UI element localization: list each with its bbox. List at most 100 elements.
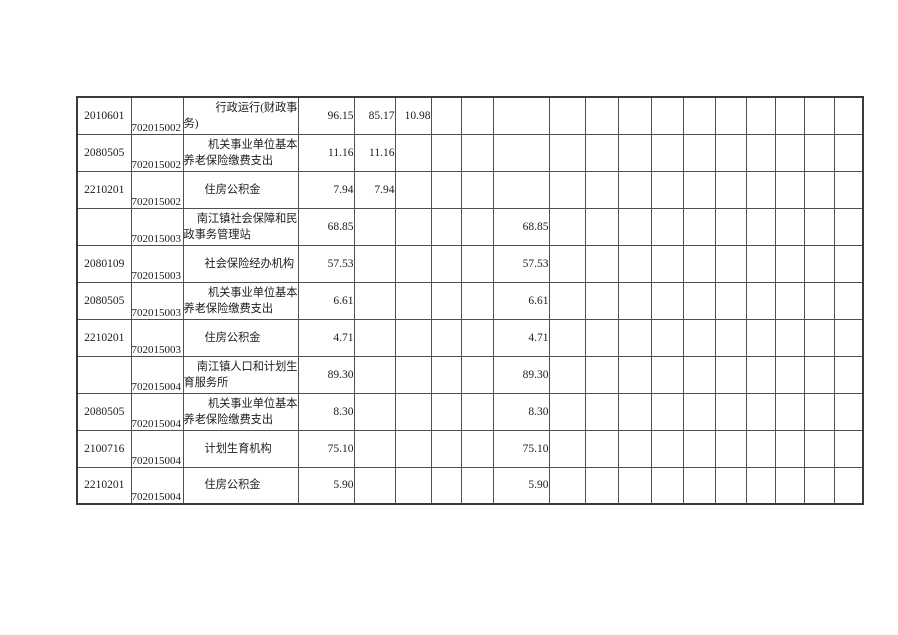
amount-cell — [682, 355, 716, 394]
amount-cell — [774, 318, 805, 357]
amount-cell — [617, 429, 652, 468]
unit-code-cell: 702015003 — [130, 318, 184, 357]
amount-cell — [617, 96, 652, 135]
amount-cell: 5.90 — [492, 466, 550, 505]
amount-cell — [803, 281, 835, 320]
unit-code-cell: 702015002 — [130, 133, 184, 172]
amount-cell — [650, 96, 684, 135]
amount-cell — [682, 96, 716, 135]
amount-cell: 96.15 — [297, 96, 355, 135]
amount-cell — [714, 392, 747, 431]
amount-cell — [745, 429, 776, 468]
item-name-line: 政事务管理站 — [183, 228, 251, 241]
amount-cell — [584, 244, 619, 283]
amount-cell — [430, 318, 462, 357]
function-code-cell — [76, 355, 132, 394]
item-name-cell: 机关事业单位基本 养老保险缴费支出 — [182, 133, 299, 172]
function-code-cell: 2100716 — [76, 429, 132, 468]
amount-cell — [492, 96, 550, 135]
function-code-cell: 2210201 — [76, 170, 132, 209]
item-name-line: 养老保险缴费支出 — [183, 154, 274, 167]
table-row: 2080505 702015002 机关事业单位基本 养老保险缴费支出 11.16… — [76, 133, 864, 172]
item-name-line: 养老保险缴费支出 — [183, 413, 274, 426]
table-row: 2080505 702015003 机关事业单位基本 养老保险缴费支出 6.61 6… — [76, 281, 864, 320]
amount-cell — [584, 96, 619, 135]
amount-cell — [492, 170, 550, 209]
amount-cell: 89.30 — [492, 355, 550, 394]
item-name-line: 社会保险经办机构 — [204, 257, 295, 270]
amount-cell — [682, 207, 716, 246]
amount-cell: 4.71 — [297, 318, 355, 357]
amount-cell: 85.17 — [353, 96, 396, 135]
amount-cell — [617, 281, 652, 320]
amount-cell: 6.61 — [492, 281, 550, 320]
amount-cell — [460, 466, 494, 505]
amount-cell — [803, 429, 835, 468]
amount-cell — [774, 170, 805, 209]
amount-cell — [774, 96, 805, 135]
amount-cell — [833, 355, 864, 394]
amount-cell — [803, 244, 835, 283]
unit-code-cell: 702015002 — [130, 170, 184, 209]
amount-cell — [460, 429, 494, 468]
amount-cell — [650, 466, 684, 505]
amount-cell — [682, 392, 716, 431]
unit-code-cell: 702015004 — [130, 429, 184, 468]
amount-cell — [460, 281, 494, 320]
table-row: 702015004 南江镇人口和计划生 育服务所 89.30 89.30 — [76, 355, 864, 394]
amount-cell — [803, 466, 835, 505]
amount-cell — [745, 96, 776, 135]
function-code-cell: 2210201 — [76, 318, 132, 357]
amount-cell — [803, 133, 835, 172]
amount-cell — [714, 207, 747, 246]
amount-cell — [394, 207, 432, 246]
amount-cell — [682, 133, 716, 172]
amount-cell — [745, 207, 776, 246]
amount-cell — [774, 392, 805, 431]
amount-cell — [833, 429, 864, 468]
amount-cell — [460, 170, 494, 209]
unit-code-cell: 702015003 — [130, 244, 184, 283]
amount-cell — [353, 244, 396, 283]
amount-cell — [353, 207, 396, 246]
amount-cell: 68.85 — [492, 207, 550, 246]
amount-cell — [833, 392, 864, 431]
amount-cell: 5.90 — [297, 466, 355, 505]
amount-cell — [774, 207, 805, 246]
amount-cell — [548, 281, 586, 320]
amount-cell — [584, 466, 619, 505]
amount-cell: 7.94 — [297, 170, 355, 209]
amount-cell — [430, 207, 462, 246]
amount-cell — [394, 133, 432, 172]
item-name-line: 计划生育机构 — [204, 442, 272, 455]
amount-cell — [682, 170, 716, 209]
amount-cell — [714, 244, 747, 283]
amount-cell — [745, 392, 776, 431]
amount-cell — [682, 429, 716, 468]
amount-cell: 10.98 — [394, 96, 432, 135]
amount-cell: 6.61 — [297, 281, 355, 320]
amount-cell — [394, 170, 432, 209]
table-row: 2080505 702015004 机关事业单位基本 养老保险缴费支出 8.30 8… — [76, 392, 864, 431]
unit-code-cell: 702015003 — [130, 207, 184, 246]
amount-cell — [650, 392, 684, 431]
amount-cell — [353, 466, 396, 505]
amount-cell — [584, 133, 619, 172]
amount-cell — [617, 355, 652, 394]
amount-cell — [548, 170, 586, 209]
amount-cell — [394, 244, 432, 283]
amount-cell — [492, 133, 550, 172]
amount-cell — [650, 318, 684, 357]
amount-cell — [803, 170, 835, 209]
table-row: 2010601 702015002 行政运行(财政事 务) 96.15 85.17 1… — [76, 96, 864, 135]
amount-cell — [774, 466, 805, 505]
amount-cell — [714, 466, 747, 505]
item-name-line: 机关事业单位基本 — [207, 286, 298, 299]
table-row: 2210201 702015004 住房公积金 5.90 5.90 — [76, 466, 864, 505]
amount-cell — [584, 170, 619, 209]
amount-cell — [745, 170, 776, 209]
amount-cell — [353, 318, 396, 357]
amount-cell — [833, 466, 864, 505]
amount-cell — [714, 96, 747, 135]
